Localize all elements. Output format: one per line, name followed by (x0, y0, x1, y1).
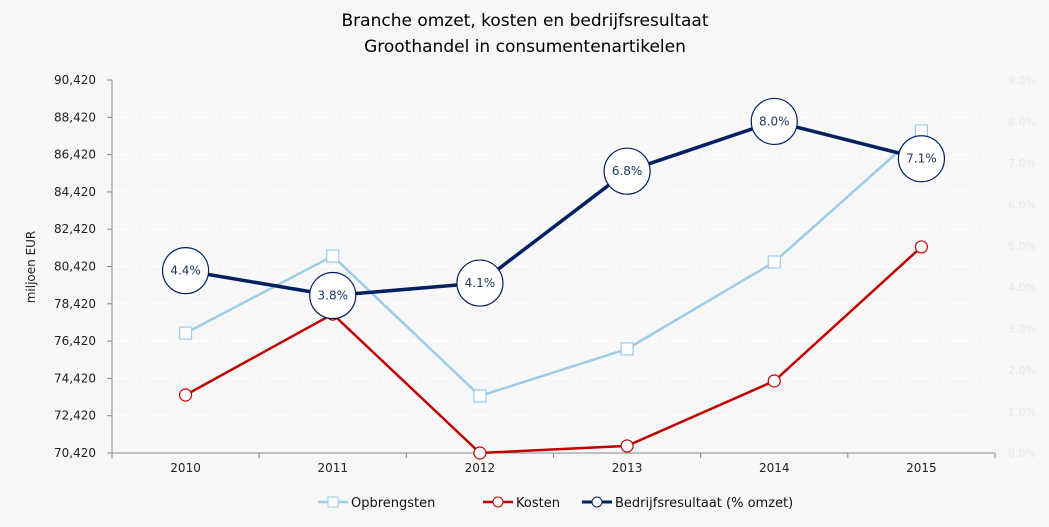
y-tick-label: 82,420 (54, 222, 96, 236)
y2-tick-label: 5.0% (1008, 240, 1036, 253)
y-tick-label: 74,420 (54, 371, 96, 385)
data-point-bubble (897, 135, 946, 183)
data-label: 7.1% (906, 152, 937, 166)
y2-tick-label: 7.0% (1008, 157, 1036, 170)
y-tick-label: 72,420 (54, 409, 96, 423)
y-tick-label: 78,420 (54, 297, 96, 311)
data-point (620, 439, 634, 453)
y-tick-label: 90,420 (54, 73, 96, 87)
series-layer: 4.4% 3.8% 4.1% 6.8% 8.0% 7.1% (161, 97, 946, 460)
y-axis-label: miljoen EUR (24, 231, 38, 304)
y2-tick-label: 3.0% (1008, 323, 1036, 336)
series-line-1 (184, 245, 923, 455)
data-point-bubble (750, 97, 798, 146)
y2-tick-label: 2.0% (1008, 364, 1036, 377)
y2-tick-label: 9.0% (1008, 74, 1036, 87)
legend: Opbrengsten Kosten Bedrijfsresultaat (% om… (318, 496, 793, 511)
data-label: 4.4% (170, 264, 201, 278)
legend-marker (591, 496, 603, 508)
data-point-bubble (456, 259, 504, 307)
y-tick-label: 80,420 (54, 260, 96, 274)
data-label: 8.0% (759, 114, 790, 128)
data-point (473, 446, 487, 460)
y2-tick-label: 0.0% (1008, 447, 1036, 460)
y2-tick-label: 8.0% (1008, 115, 1036, 128)
data-label: 3.8% (318, 289, 349, 303)
chart-title-line-2: Groothandel in consumentenartikelen (364, 37, 686, 57)
legend-label: Kosten (516, 496, 560, 511)
data-point (326, 249, 340, 263)
x-tick-label: 2014 (759, 461, 790, 475)
data-point (914, 124, 929, 138)
y-tick-label: 76,420 (54, 334, 96, 348)
data-point-bubble (309, 271, 357, 320)
x-tick-label: 2012 (465, 461, 496, 475)
data-label: 6.8% (612, 164, 643, 178)
data-point (178, 388, 193, 402)
data-point-bubble (161, 247, 210, 295)
y2-tick-label: 1.0% (1008, 406, 1036, 419)
axes: 70,420 72,420 74,420 76,420 78,420 80,420 82,4… (54, 73, 1036, 475)
y-tick-label: 84,420 (54, 185, 96, 199)
y-tick-label: 88,420 (54, 110, 96, 124)
legend-marker (327, 496, 339, 508)
x-tick-label: 2011 (317, 461, 348, 475)
data-point (473, 389, 487, 403)
data-label: 4.1% (465, 276, 496, 290)
gridlines (112, 79, 995, 417)
y2-tick-label: 6.0% (1008, 198, 1036, 211)
data-point (178, 326, 193, 340)
data-point (620, 342, 634, 356)
series-line-2 (185, 119, 922, 298)
data-point (767, 374, 781, 388)
legend-marker (492, 496, 504, 508)
y-tick-label: 86,420 (54, 148, 96, 162)
chart-title-line-1: Branche omzet, kosten en bedrijfsresulta… (342, 11, 709, 31)
legend-label: Opbrengsten (351, 496, 435, 511)
y-tick-label: 70,420 (54, 446, 96, 460)
y2-tick-label: 4.0% (1008, 281, 1036, 294)
x-tick-label: 2015 (906, 461, 937, 475)
data-point-bubble (603, 147, 651, 195)
x-tick-label: 2013 (612, 461, 643, 475)
data-point (914, 240, 929, 254)
series-line-0 (185, 129, 923, 398)
x-tick-label: 2010 (170, 461, 201, 475)
data-point (767, 255, 781, 269)
legend-label: Bedrijfsresultaat (% omzet) (615, 496, 793, 511)
